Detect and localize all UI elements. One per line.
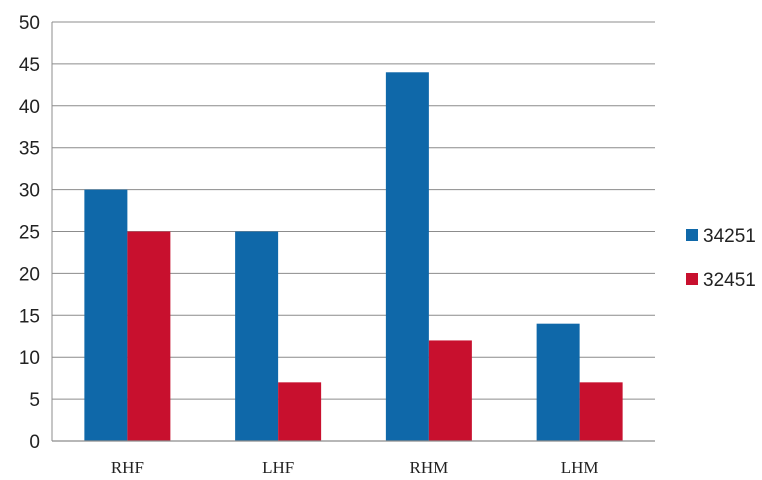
bar-lhf-34251 xyxy=(235,231,279,441)
x-tick-label: LHF xyxy=(262,458,294,477)
y-tick-label: 20 xyxy=(19,264,40,285)
y-tick-label: 40 xyxy=(19,97,40,118)
x-axis: RHF LHF RHM LHM xyxy=(52,440,655,477)
y-axis: 0 5 10 15 20 25 30 35 40 45 50 xyxy=(19,13,53,453)
legend-swatch xyxy=(686,273,698,285)
y-tick-label: 30 xyxy=(19,181,40,202)
legend-label: 34251 xyxy=(703,226,756,247)
x-tick-label: LHM xyxy=(561,458,599,477)
bar-lhm-32451 xyxy=(579,382,623,441)
y-tick-label: 45 xyxy=(19,55,40,76)
bar-rhf-34251 xyxy=(84,189,128,441)
y-tick-label: 50 xyxy=(19,13,40,34)
bar-rhf-32451 xyxy=(127,231,171,441)
legend: 34251 32451 xyxy=(686,226,756,291)
x-tick-label: RHF xyxy=(111,458,144,477)
x-tick-label: RHM xyxy=(410,458,449,477)
bar-lhm-34251 xyxy=(536,323,580,441)
y-tick-label: 10 xyxy=(19,348,40,369)
y-tick-label: 25 xyxy=(19,223,40,244)
legend-swatch xyxy=(686,229,698,241)
legend-label: 32451 xyxy=(703,270,756,291)
bar-rhm-32451 xyxy=(428,340,472,441)
y-tick-label: 15 xyxy=(19,306,40,327)
bars xyxy=(84,72,623,441)
bar-rhm-34251 xyxy=(385,72,429,441)
bar-lhf-32451 xyxy=(278,382,322,441)
y-tick-label: 5 xyxy=(29,390,40,411)
y-tick-label: 35 xyxy=(19,139,40,160)
y-tick-label: 0 xyxy=(29,432,40,453)
